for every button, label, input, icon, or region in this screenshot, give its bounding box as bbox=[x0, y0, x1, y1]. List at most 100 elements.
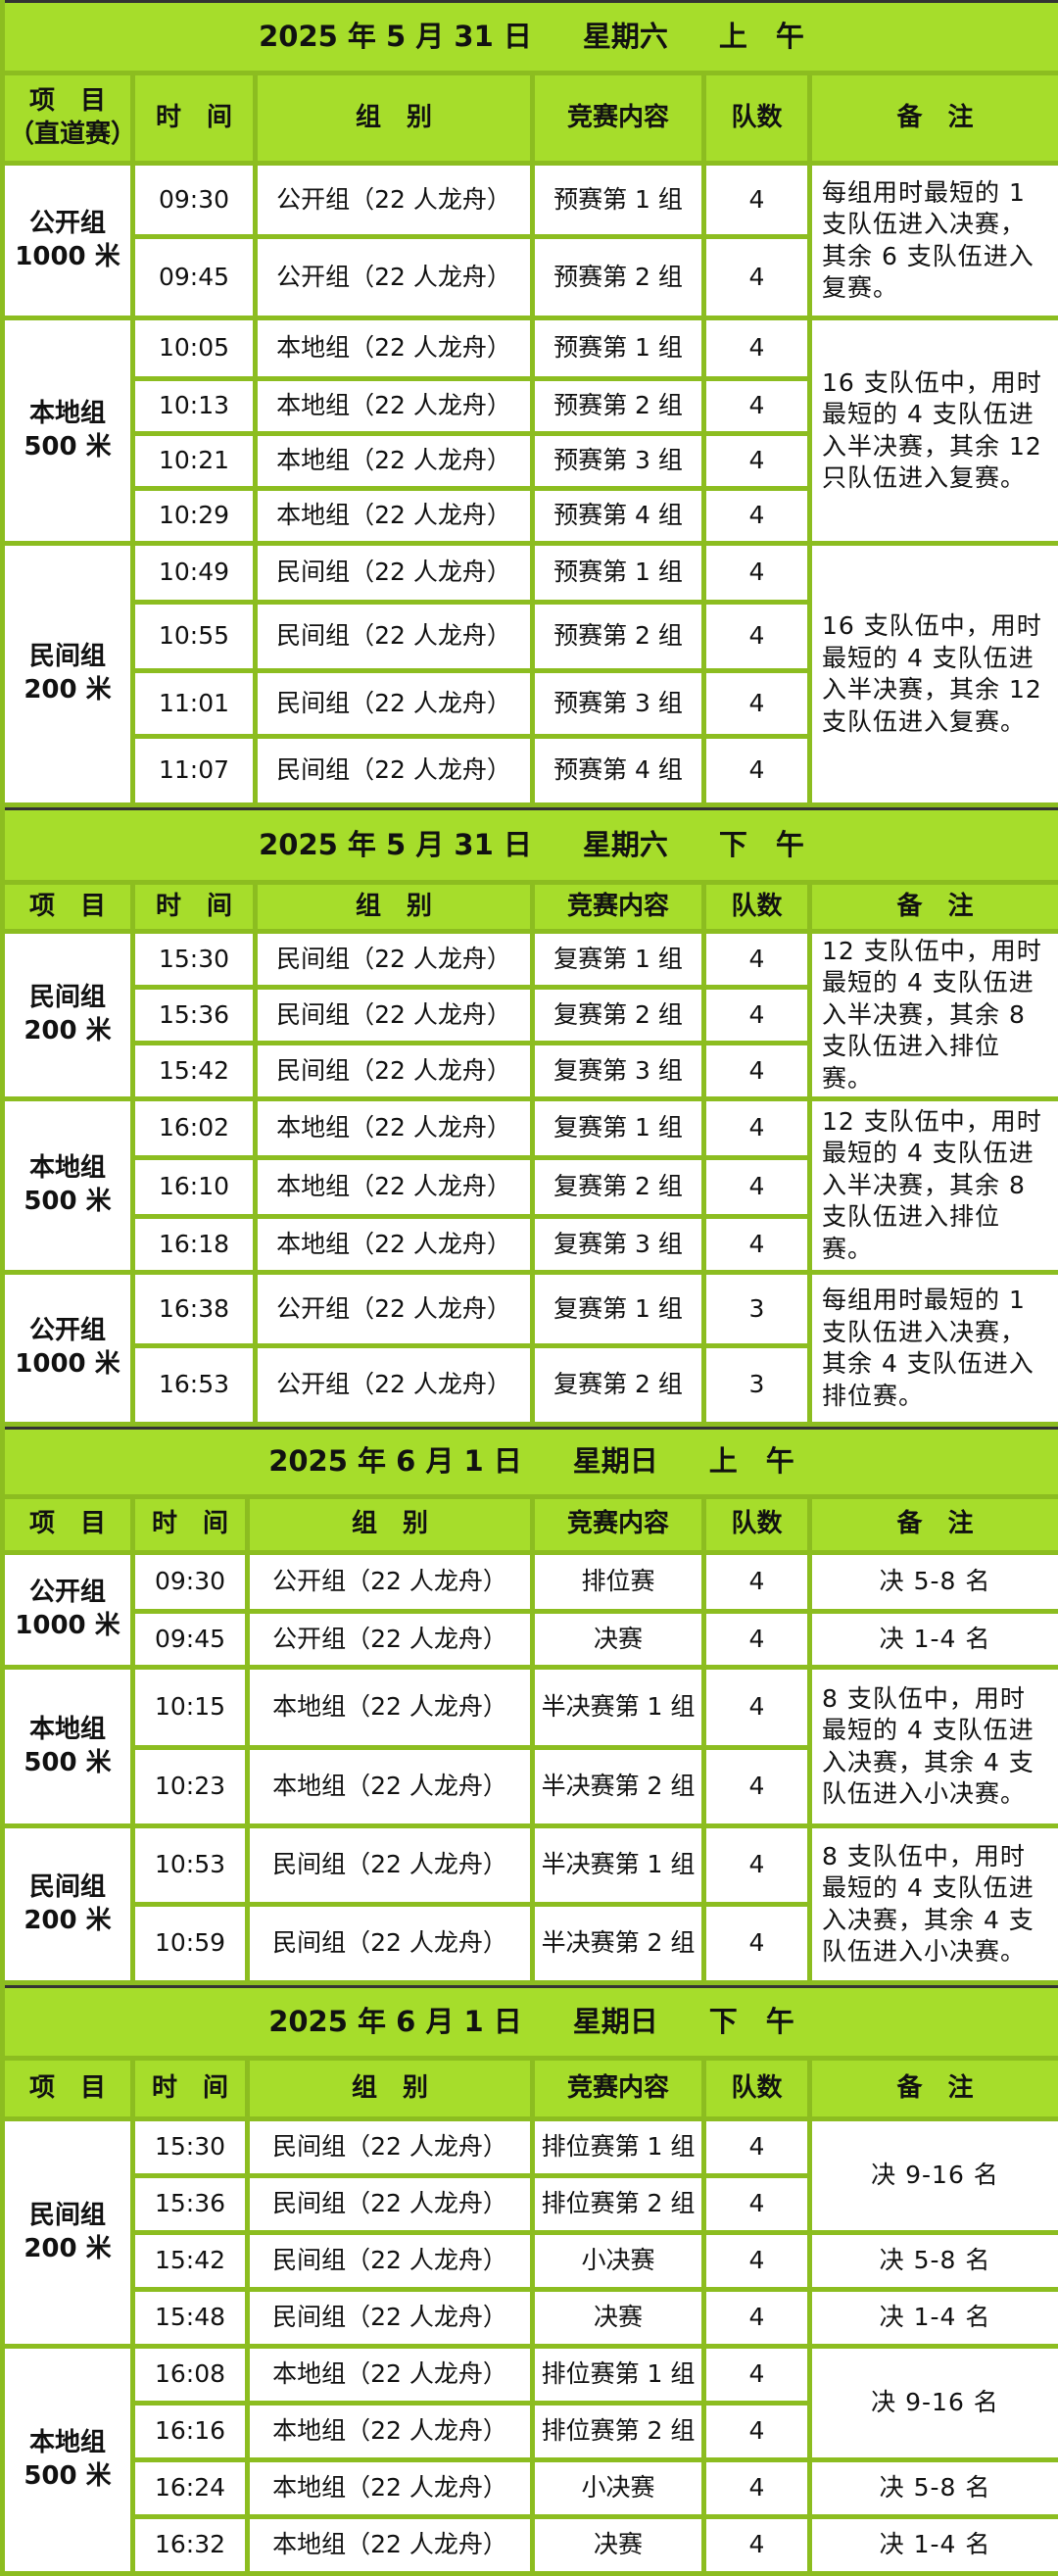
content-cell: 半决赛第 1 组 bbox=[533, 1826, 704, 1905]
group-cell: 本地组（22 人龙舟） bbox=[256, 1217, 533, 1273]
content-cell: 复赛第 2 组 bbox=[533, 1346, 704, 1425]
group-cell: 公开组（22 人龙舟） bbox=[256, 1346, 533, 1425]
content-cell: 半决赛第 2 组 bbox=[533, 1748, 704, 1826]
group-cell: 民间组（22 人龙舟） bbox=[248, 2290, 533, 2347]
teams-cell: 4 bbox=[704, 2119, 810, 2176]
teams-cell: 4 bbox=[704, 379, 810, 434]
content-cell: 复赛第 1 组 bbox=[533, 932, 704, 988]
event-label: 1000 米 bbox=[9, 1610, 126, 1643]
header-teams: 队数 bbox=[704, 2059, 810, 2119]
group-cell: 民间组（22 人龙舟） bbox=[256, 544, 533, 603]
header-group: 组 别 bbox=[248, 1497, 533, 1553]
time-cell: 10:21 bbox=[133, 434, 256, 489]
event-label: 民间组 bbox=[9, 1871, 126, 1905]
section-title-row: 2025 年 5 月 31 日星期六下 午 bbox=[3, 809, 1058, 883]
time-cell: 10:59 bbox=[133, 1905, 248, 1983]
header-row: 项 目时 间组 别竞赛内容队数备 注 bbox=[3, 1497, 1058, 1553]
content-cell: 复赛第 1 组 bbox=[533, 1099, 704, 1158]
schedule-section: 2025 年 5 月 31 日星期六上 午项 目（直道赛）时 间组 别竞赛内容队… bbox=[0, 0, 1058, 807]
header-remark: 备 注 bbox=[810, 883, 1058, 932]
content-cell: 预赛第 3 组 bbox=[533, 671, 704, 737]
event-label: 200 米 bbox=[9, 1905, 126, 1938]
time-cell: 15:30 bbox=[133, 932, 256, 988]
remark-cell: 12 支队伍中，用时最短的 4 支队伍进入半决赛，其余 8 支队伍进入排位赛。 bbox=[810, 932, 1058, 1099]
event-label: 民间组 bbox=[9, 641, 126, 674]
event-label: 民间组 bbox=[9, 982, 126, 1015]
header-group: 组 别 bbox=[256, 73, 533, 164]
content-cell: 排位赛第 1 组 bbox=[533, 2119, 704, 2176]
event-label: 本地组 bbox=[9, 1714, 126, 1747]
content-cell: 半决赛第 1 组 bbox=[533, 1668, 704, 1748]
section-title: 2025 年 5 月 31 日星期六下 午 bbox=[3, 809, 1058, 883]
teams-cell: 4 bbox=[704, 434, 810, 489]
event-label: 公开组 bbox=[9, 1315, 126, 1348]
header-teams: 队数 bbox=[704, 1497, 810, 1553]
title-period: 下 午 bbox=[709, 2005, 794, 2038]
event-label: 公开组 bbox=[9, 208, 126, 241]
time-cell: 09:30 bbox=[133, 1553, 248, 1612]
header-content: 竞赛内容 bbox=[533, 883, 704, 932]
event-label: 500 米 bbox=[9, 1747, 126, 1780]
time-cell: 09:45 bbox=[133, 237, 256, 318]
teams-cell: 4 bbox=[704, 2176, 810, 2233]
remark-cell: 决 1-4 名 bbox=[810, 1612, 1058, 1668]
time-cell: 10:55 bbox=[133, 603, 256, 671]
header-item: 项 目 bbox=[3, 1497, 133, 1553]
content-cell: 预赛第 3 组 bbox=[533, 434, 704, 489]
teams-cell: 4 bbox=[704, 1044, 810, 1099]
event-label: 本地组 bbox=[9, 2427, 126, 2460]
content-cell: 预赛第 1 组 bbox=[533, 318, 704, 379]
teams-cell: 4 bbox=[704, 1668, 810, 1748]
time-cell: 11:01 bbox=[133, 671, 256, 737]
time-cell: 10:15 bbox=[133, 1668, 248, 1748]
group-cell: 民间组（22 人龙舟） bbox=[248, 2119, 533, 2176]
remark-cell: 每组用时最短的 1 支队伍进入决赛，其余 4 支队伍进入排位赛。 bbox=[810, 1273, 1058, 1425]
teams-cell: 4 bbox=[704, 164, 810, 237]
remark-cell: 8 支队伍中，用时最短的 4 支队伍进入决赛，其余 4 支队伍进入小决赛。 bbox=[810, 1668, 1058, 1826]
header-group: 组 别 bbox=[256, 883, 533, 932]
time-cell: 16:18 bbox=[133, 1217, 256, 1273]
header-row: 项 目时 间组 别竞赛内容队数备 注 bbox=[3, 883, 1058, 932]
teams-cell: 4 bbox=[704, 671, 810, 737]
group-cell: 民间组（22 人龙舟） bbox=[248, 1905, 533, 1983]
content-cell: 复赛第 3 组 bbox=[533, 1217, 704, 1273]
content-cell: 排位赛第 2 组 bbox=[533, 2404, 704, 2460]
content-cell: 半决赛第 2 组 bbox=[533, 1905, 704, 1983]
header-group: 组 别 bbox=[248, 2059, 533, 2119]
content-cell: 排位赛 bbox=[533, 1553, 704, 1612]
remark-cell: 决 5-8 名 bbox=[810, 2233, 1058, 2290]
content-cell: 排位赛第 1 组 bbox=[533, 2347, 704, 2404]
section-title: 2025 年 6 月 1 日星期日下 午 bbox=[3, 1987, 1058, 2059]
header-time: 时 间 bbox=[133, 73, 256, 164]
teams-cell: 4 bbox=[704, 2404, 810, 2460]
title-weekday: 星期日 bbox=[573, 1444, 658, 1478]
content-cell: 预赛第 1 组 bbox=[533, 544, 704, 603]
event-label: 本地组 bbox=[9, 398, 126, 431]
content-cell: 排位赛第 2 组 bbox=[533, 2176, 704, 2233]
remark-cell: 12 支队伍中，用时最短的 4 支队伍进入半决赛，其余 8 支队伍进入排位赛。 bbox=[810, 1099, 1058, 1273]
event-label: 公开组 bbox=[9, 1577, 126, 1610]
title-period: 上 午 bbox=[719, 20, 804, 53]
header-content: 竞赛内容 bbox=[533, 73, 704, 164]
group-cell: 本地组（22 人龙舟） bbox=[248, 1668, 533, 1748]
time-cell: 15:36 bbox=[133, 988, 256, 1044]
content-cell: 预赛第 4 组 bbox=[533, 489, 704, 544]
event-label: 民间组 bbox=[9, 2200, 126, 2233]
remark-cell: 决 5-8 名 bbox=[810, 1553, 1058, 1612]
header-remark: 备 注 bbox=[810, 73, 1058, 164]
teams-cell: 4 bbox=[704, 318, 810, 379]
header-item-label: 项 目 bbox=[9, 85, 126, 119]
event-label: 500 米 bbox=[9, 431, 126, 464]
group-cell: 民间组（22 人龙舟） bbox=[248, 2176, 533, 2233]
